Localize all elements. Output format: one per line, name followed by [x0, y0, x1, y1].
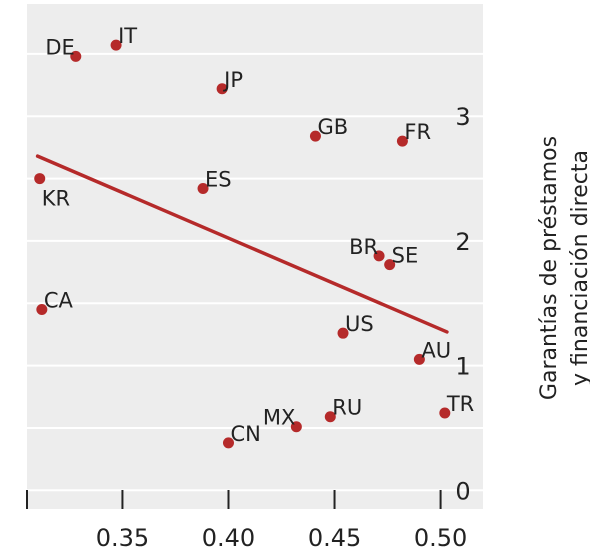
x-tick-label: 0.45: [308, 524, 361, 552]
trend-line: [35, 154, 449, 334]
point-label-kr: KR: [42, 187, 70, 211]
point-label-cn: CN: [230, 422, 260, 446]
gridlines: [27, 52, 483, 492]
data-point-fr: [396, 135, 408, 147]
data-point-tr: [439, 407, 451, 419]
y-tick-label: 3: [455, 103, 470, 131]
data-point-mx: [290, 421, 302, 433]
point-label-tr: TR: [446, 392, 474, 416]
data-point-br: [373, 250, 385, 262]
point-label-ca: CA: [44, 288, 74, 312]
y-tick-label: 0: [455, 477, 470, 505]
data-point-kr: [34, 173, 46, 185]
data-point-au: [413, 353, 425, 365]
y-tick-label: 2: [455, 228, 470, 256]
point-label-us: US: [345, 312, 374, 336]
point-label-se: SE: [392, 244, 419, 268]
data-point-es: [197, 183, 209, 195]
point-label-it: IT: [118, 24, 137, 48]
x-tick-label: 0.35: [96, 524, 149, 552]
data-point-it: [110, 39, 122, 51]
y-tick-label: 1: [455, 353, 470, 381]
point-label-fr: FR: [404, 120, 431, 144]
plot-panel: [27, 4, 483, 509]
x-tick-label: 0.40: [202, 524, 255, 552]
point-label-jp: JP: [222, 68, 243, 92]
point-label-au: AU: [421, 338, 451, 362]
y-axis: 0 1 2 3: [455, 103, 470, 505]
point-label-es: ES: [205, 168, 232, 192]
point-label-gb: GB: [317, 115, 348, 139]
data-point-cn: [222, 437, 234, 449]
x-tick-label: 0.50: [414, 524, 467, 552]
y-axis-title: Garantías de préstamosy financiación dir…: [537, 136, 590, 400]
data-point-se: [384, 259, 396, 271]
point-label-ru: RU: [332, 396, 362, 420]
point-label-de: DE: [45, 35, 74, 59]
data-points: [34, 39, 451, 449]
x-axis: 0.35 0.40 0.45 0.50: [26, 490, 467, 552]
point-label-br: BR: [349, 235, 378, 259]
data-point-gb: [309, 130, 321, 142]
trend-line-group: [35, 154, 449, 334]
data-point-jp: [216, 83, 228, 95]
data-point-us: [337, 327, 349, 339]
point-label-mx: MX: [263, 406, 296, 430]
data-point-ca: [36, 303, 48, 315]
data-point-de: [70, 50, 82, 62]
data-point-ru: [324, 411, 336, 423]
